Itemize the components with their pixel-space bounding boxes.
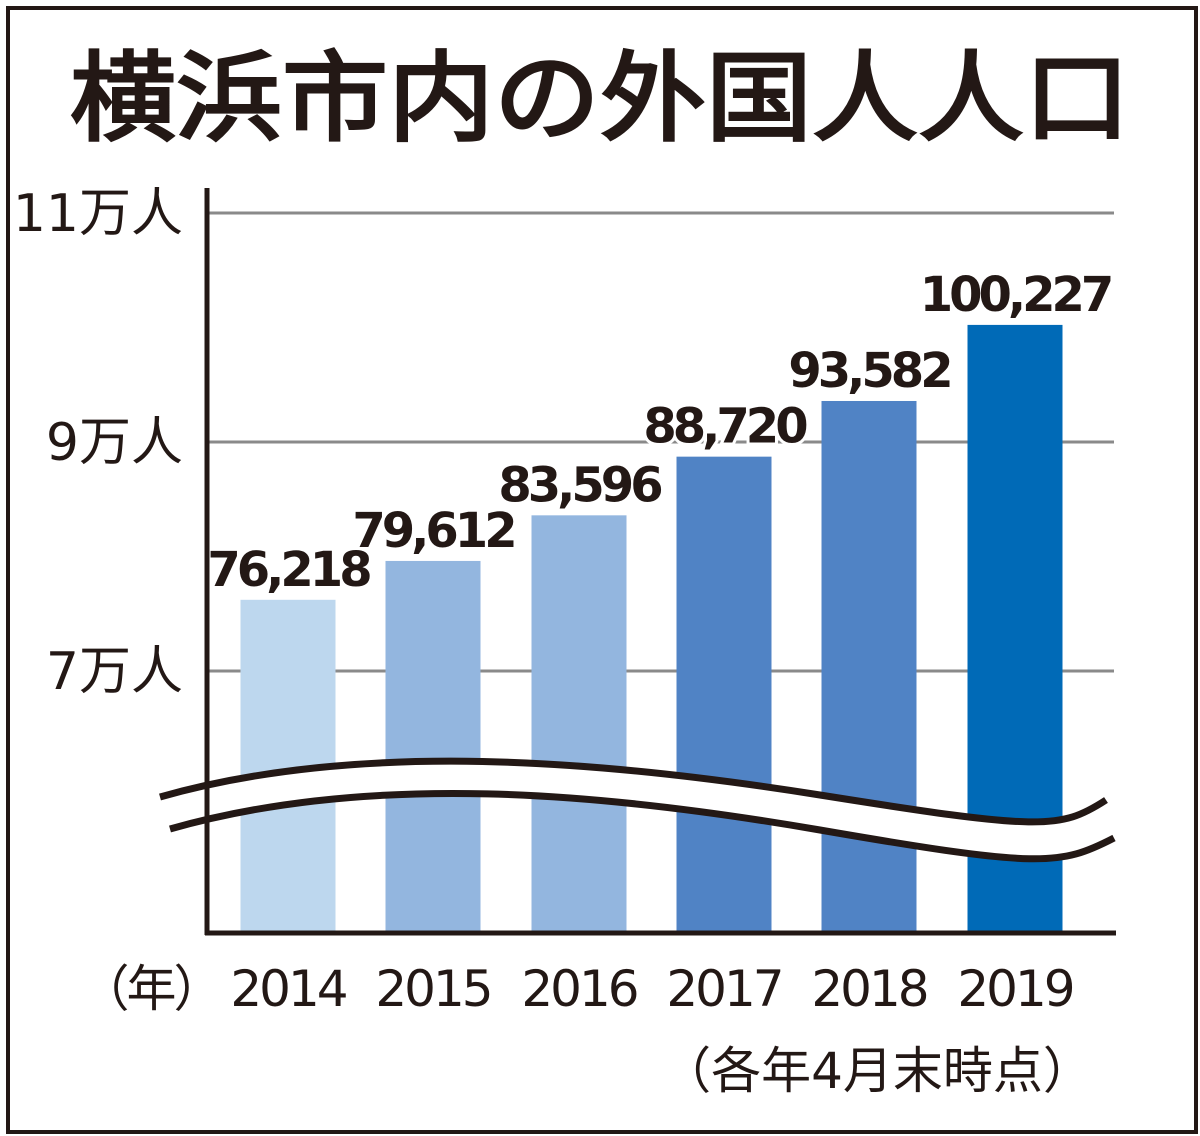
value-label: 83,596 [498, 457, 661, 513]
value-label: 100,227 [920, 267, 1111, 323]
x-axis-ticks: 2014 2015 2016 2017 2018 2019 [230, 960, 1075, 1018]
x-tick-label: 2015 [375, 960, 490, 1018]
gridlines [207, 211, 1114, 673]
chart-title: 横浜市内の外国人人口 [70, 42, 1130, 156]
bar-2017 [676, 456, 772, 933]
x-tick-label: 2019 [957, 960, 1072, 1018]
bar-2016 [531, 515, 627, 933]
bar-2018 [821, 400, 917, 934]
y-tick-label: 9万人 [46, 413, 183, 473]
axis-break-band [160, 761, 1114, 859]
value-label: 79,612 [352, 503, 514, 559]
x-tick-label: 2017 [666, 960, 781, 1018]
value-label: 76,218 [207, 542, 370, 598]
value-label: 88,720 [643, 399, 807, 455]
y-axis-ticks: 7万人 9万人 11万人 [13, 184, 183, 702]
x-tick-label: 2014 [230, 960, 345, 1018]
axis-break [159, 757, 1116, 863]
axis-break-line-top [159, 757, 1108, 826]
x-axis-label: （年） [80, 960, 221, 1018]
bar-2015 [385, 560, 481, 933]
x-tick-label: 2018 [811, 960, 926, 1018]
y-tick-label: 11万人 [13, 184, 183, 244]
bars [240, 324, 1063, 934]
value-label: 93,582 [788, 343, 950, 399]
x-tick-label: 2016 [521, 960, 636, 1018]
y-tick-label: 7万人 [46, 642, 183, 702]
footnote: （各年4月末時点） [661, 1042, 1093, 1100]
axis-break-line-bottom [169, 789, 1116, 863]
